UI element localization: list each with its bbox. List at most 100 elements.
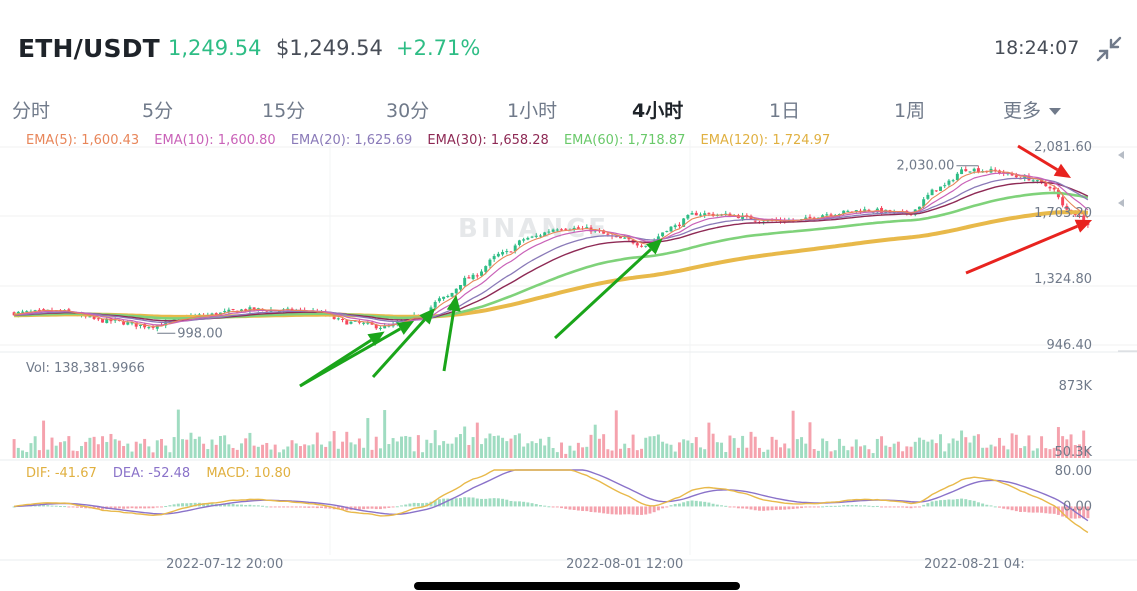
ema120-value: EMA(120): 1,724.97 [700, 133, 831, 148]
volume-bar [669, 444, 673, 458]
volume-bar [1031, 450, 1035, 458]
volume-bar [1082, 430, 1086, 458]
candle-body [383, 325, 387, 329]
macd-hist-bar [720, 505, 724, 507]
macd-hist-bar [244, 505, 248, 507]
volume-bar [837, 438, 841, 458]
volume-axis-min: 50.3K [1055, 445, 1093, 460]
candle-body [88, 316, 92, 318]
macd-hist-bar [416, 503, 420, 507]
volume-bar [673, 451, 677, 458]
volume-bar [985, 447, 989, 458]
ema20-line [14, 177, 1089, 324]
volume-bar [160, 438, 163, 458]
volume-bar [947, 443, 951, 458]
candle-body [821, 215, 825, 218]
candle-body [939, 186, 942, 191]
candle-body [458, 284, 462, 290]
candle-body [442, 296, 446, 299]
volume-bar [189, 432, 193, 458]
macd-hist-bar [1086, 506, 1090, 519]
volume-bar [522, 446, 526, 458]
tab-4h[interactable]: 4小时 [632, 100, 684, 122]
macd-hist-bar [67, 506, 71, 508]
volume-bar [412, 451, 416, 458]
macd-hist-bar [172, 504, 176, 507]
macd-hist-bar [303, 506, 307, 508]
macd-hist-bar [496, 498, 500, 507]
macd-hist-bar [1006, 506, 1010, 510]
macd-hist-bar [560, 506, 564, 509]
tab-1w[interactable]: 1周 [894, 100, 926, 122]
macd-hist-bar [934, 500, 938, 507]
macd-hist-bar [1065, 506, 1069, 518]
macd-hist-bar [964, 499, 968, 507]
candle-body [922, 199, 926, 207]
candle-body [547, 231, 551, 233]
macd-hist-bar [147, 506, 151, 509]
macd-lines [13, 469, 1089, 534]
macd-hist-bar [640, 506, 644, 515]
candle-body [703, 213, 707, 216]
macd-hist-bar [997, 506, 1001, 508]
symbol-title[interactable]: ETH/USDT [18, 34, 160, 63]
tab-more[interactable]: 更多 [1003, 96, 1062, 123]
macd-hist-bar [715, 504, 719, 507]
volume-bar [1073, 445, 1077, 458]
volume-bar [884, 445, 888, 458]
macd-hist-bar [307, 506, 311, 508]
volume-bar [168, 452, 172, 458]
volume-bar [934, 443, 938, 458]
candle-body [656, 236, 660, 241]
volume-bar [602, 434, 606, 458]
macd-hist-bar [328, 506, 332, 509]
macd-hist-bar [130, 506, 134, 509]
volume-bar [256, 446, 260, 458]
macd-hist-bar [745, 506, 749, 509]
macd-hist-bar [1027, 506, 1031, 513]
macd-hist-bar [610, 506, 614, 515]
macd-hist-bar [58, 506, 62, 508]
volume-bar [993, 446, 997, 458]
volume-bar [909, 446, 913, 458]
macd-hist-bar [1035, 506, 1039, 513]
macd-hist-bar [597, 506, 601, 513]
macd-hist-bar [534, 504, 538, 507]
macd-hist-bar [863, 505, 867, 507]
tab-5m[interactable]: 5分 [142, 100, 174, 122]
macd-hist-bar [1023, 506, 1027, 512]
macd-hist-bar [703, 501, 707, 507]
macd-hist-bar [501, 498, 505, 507]
tab-1d[interactable]: 1日 [769, 100, 801, 122]
macd-hist-bar [892, 506, 896, 508]
candle-body [829, 214, 833, 216]
macd-hist-bar [635, 506, 639, 515]
macd-hist-bar [547, 506, 551, 508]
macd-hist-bar [1044, 506, 1048, 514]
macd-hist-bar [126, 506, 130, 509]
volume-bar [223, 435, 227, 458]
candle-body [433, 301, 437, 308]
volume-bar [63, 441, 67, 458]
candle-body [517, 240, 521, 245]
macd-hist-bar [939, 500, 942, 507]
volume-bar [341, 441, 345, 458]
tab-15m[interactable]: 15分 [262, 100, 306, 122]
tab-30m[interactable]: 30分 [386, 100, 430, 122]
macd-hist-bar [412, 502, 416, 507]
macd-hist-bar [795, 506, 799, 509]
macd-hist-bar [947, 499, 951, 507]
tab-1-minute-line[interactable]: 分时 [12, 100, 51, 122]
candle-body [122, 321, 126, 325]
tab-1h[interactable]: 1小时 [507, 100, 558, 122]
volume-bar [33, 436, 37, 458]
candle-body [151, 326, 155, 328]
macd-hist-bar [652, 506, 656, 513]
volume-bar [218, 435, 222, 458]
collapse-arrows-icon[interactable] [1094, 34, 1124, 64]
candle-body [147, 327, 151, 329]
macd-hist-bar [606, 506, 610, 514]
macd-hist-bar [631, 506, 635, 515]
green-arrow-marker-4-shaft [553, 248, 652, 340]
